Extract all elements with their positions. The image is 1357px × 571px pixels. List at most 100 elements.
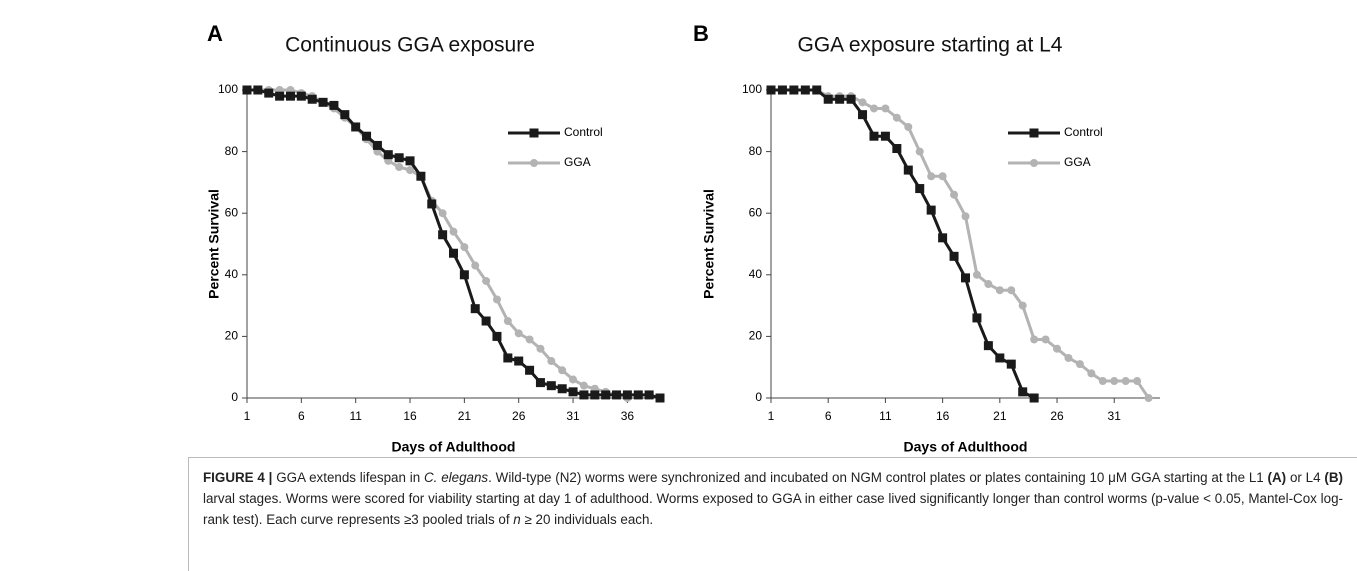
caption-text: (A) xyxy=(1267,470,1287,485)
marker xyxy=(880,131,890,141)
marker xyxy=(525,335,534,344)
y-tick-label: 60 xyxy=(225,205,239,219)
marker xyxy=(482,276,491,285)
marker xyxy=(1053,344,1062,353)
y-tick-label: 0 xyxy=(231,390,238,404)
marker xyxy=(1029,393,1039,403)
marker xyxy=(915,147,924,156)
caption-text: (B) xyxy=(1324,470,1343,485)
y-tick-label: 100 xyxy=(218,82,238,96)
marker xyxy=(503,317,512,325)
x-tick-label: 1 xyxy=(244,409,251,423)
marker xyxy=(318,97,328,107)
marker xyxy=(568,387,578,397)
marker xyxy=(823,94,833,104)
marker xyxy=(869,104,878,113)
x-tick-label: 21 xyxy=(993,409,1007,423)
marker xyxy=(383,150,393,160)
caption-text: ≥ 20 individuals each. xyxy=(520,511,654,527)
marker xyxy=(881,104,890,113)
y-axis-label: Percent Survival xyxy=(701,189,717,299)
y-axis-label: Percent Survival xyxy=(206,189,222,299)
marker xyxy=(438,209,447,218)
marker xyxy=(1007,286,1016,295)
marker xyxy=(438,230,448,240)
marker xyxy=(503,353,513,363)
marker xyxy=(892,144,902,154)
marker xyxy=(1110,377,1119,386)
marker xyxy=(340,110,350,120)
x-tick-label: 26 xyxy=(512,409,526,423)
y-tick-label: 80 xyxy=(749,144,763,158)
marker xyxy=(579,390,589,400)
caption-text: or L4 xyxy=(1286,470,1325,485)
legend-marker xyxy=(529,128,539,138)
marker xyxy=(995,353,1005,363)
marker xyxy=(459,270,469,280)
x-tick-label: 1 xyxy=(768,409,775,423)
panel-label: A xyxy=(207,21,223,46)
x-tick-label: 21 xyxy=(458,409,472,423)
marker xyxy=(800,85,810,95)
marker xyxy=(535,378,545,388)
marker xyxy=(471,261,480,270)
marker xyxy=(362,131,372,141)
marker xyxy=(903,165,913,175)
marker xyxy=(983,341,993,351)
y-tick-label: 80 xyxy=(225,144,239,158)
marker xyxy=(1121,377,1130,386)
marker xyxy=(869,131,879,141)
caption-text: larval stages. Worms were scored for via… xyxy=(203,490,1343,527)
marker xyxy=(460,243,469,252)
marker xyxy=(789,85,799,95)
x-tick-label: 16 xyxy=(936,409,950,423)
caption-text: . Wild-type (N2) worms were synchronized… xyxy=(488,470,1268,485)
y-tick-label: 20 xyxy=(749,329,763,343)
caption-text: n xyxy=(513,511,521,527)
x-tick-label: 6 xyxy=(298,409,305,423)
legend-marker xyxy=(530,159,538,167)
marker xyxy=(644,390,654,400)
legend-label: GGA xyxy=(564,155,591,169)
marker xyxy=(449,248,458,258)
chart-title: Continuous GGA exposure xyxy=(285,34,535,57)
marker xyxy=(557,384,567,394)
marker xyxy=(1064,353,1073,362)
marker xyxy=(1144,394,1153,402)
marker xyxy=(995,286,1004,295)
marker xyxy=(579,381,588,390)
marker xyxy=(1075,360,1084,369)
x-tick-label: 6 xyxy=(825,409,832,423)
y-tick-label: 100 xyxy=(742,82,762,96)
x-tick-label: 26 xyxy=(1050,409,1064,423)
marker xyxy=(858,110,868,120)
series-line xyxy=(771,88,1150,399)
marker xyxy=(275,91,285,101)
x-axis-label: Days of Adulthood xyxy=(904,439,1028,455)
marker xyxy=(351,122,361,132)
y-tick-label: 20 xyxy=(225,329,239,343)
marker xyxy=(1041,335,1050,344)
caption-label: FIGURE 4 | xyxy=(203,470,273,485)
marker xyxy=(655,393,665,403)
chart-title: GGA exposure starting at L4 xyxy=(798,34,1063,57)
x-axis-label: Days of Adulthood xyxy=(392,439,516,455)
marker xyxy=(264,88,274,98)
legend-label: Control xyxy=(564,125,603,139)
marker xyxy=(253,85,263,95)
marker xyxy=(938,233,948,243)
marker xyxy=(612,390,622,400)
marker xyxy=(622,390,632,400)
marker xyxy=(416,171,426,181)
marker xyxy=(950,190,959,199)
marker xyxy=(242,85,252,95)
legend-label: Control xyxy=(1064,125,1103,139)
y-tick-label: 40 xyxy=(225,267,239,281)
marker xyxy=(296,91,306,101)
marker xyxy=(569,375,578,384)
marker xyxy=(525,365,535,375)
y-tick-label: 60 xyxy=(749,205,763,219)
marker xyxy=(1087,369,1096,378)
marker xyxy=(514,329,523,338)
